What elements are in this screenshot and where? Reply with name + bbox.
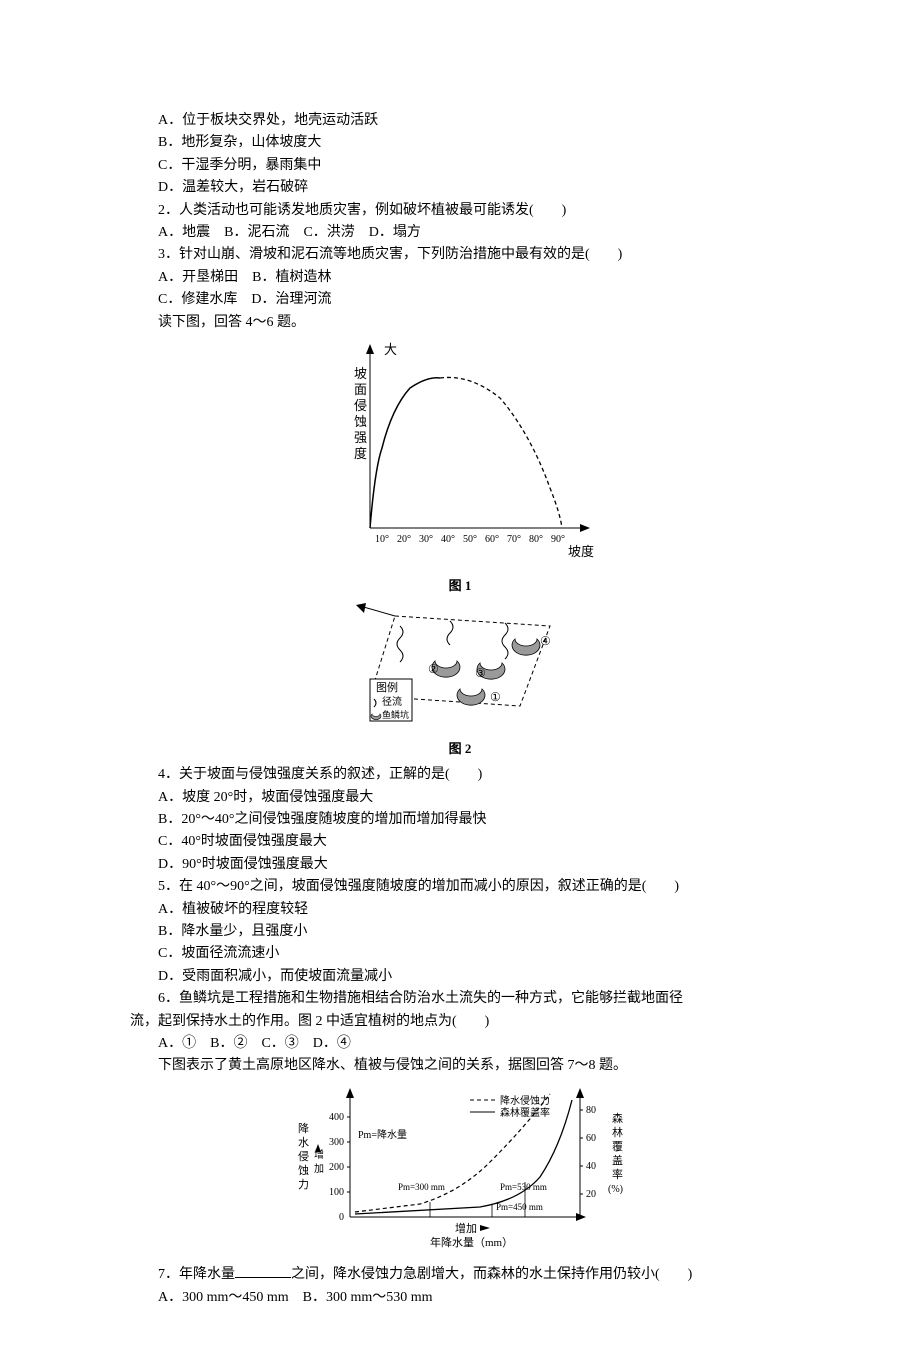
fig3-ylab-mid-2: 加	[314, 1163, 324, 1175]
fig3-ylab-4: 蚀	[298, 1163, 309, 1177]
fig1-xt-30: 30°	[419, 534, 433, 545]
q6-stem-2: 流，起到保持水土的作用。图 2 中适宜植树的地点为( )	[130, 1011, 790, 1033]
fig1-xt-50: 50°	[463, 534, 477, 545]
q3-stem: 3．针对山崩、滑坡和泥石流等地质灾害，下列防治措施中最有效的是( )	[130, 244, 790, 266]
fig2-label-2: ②	[428, 662, 439, 676]
q4-opt-c: C．40°时坡面侵蚀强度最大	[130, 831, 790, 853]
fig3-p530: Pm=530 mm	[500, 1182, 547, 1192]
fig2-label-1: ①	[490, 690, 501, 704]
fig1-ylabel-3: 侵	[354, 398, 367, 413]
fig1-ylabel-4: 蚀	[354, 414, 367, 429]
fig3-p450: Pm=450 mm	[496, 1202, 543, 1212]
intro-4-6: 读下图，回答 4～6 题。	[130, 312, 790, 334]
fig1-xt-80: 80°	[529, 534, 543, 545]
q5-opt-c: C．坡面径流流速小	[130, 943, 790, 965]
fig1-ytop: 大	[384, 342, 397, 357]
intro-7-8: 下图表示了黄土高原地区降水、植被与侵蚀之间的关系，据图回答 7～8 题。	[130, 1055, 790, 1077]
q6-options: A．① B．② C．③ D．④	[130, 1033, 790, 1055]
fig3-ylab-5: 力	[298, 1178, 309, 1191]
fig2-legend-runoff: 径流	[382, 695, 402, 708]
fig3-yl-100: 100	[329, 1187, 344, 1198]
fig2-legend-pit: 鱼鳞坑	[382, 709, 409, 720]
q5-opt-a: A．植被破坏的程度较轻	[130, 899, 790, 921]
fig3-ylab-1: 降	[298, 1121, 309, 1135]
fig1-xt-90: 90°	[551, 534, 565, 545]
q2-options: A．地震 B．泥石流 C．洪涝 D．塌方	[130, 222, 790, 244]
q5-opt-d: D．受雨面积减小，而使坡面流量减小	[130, 966, 790, 988]
fig1-ylabel-6: 度	[354, 446, 367, 461]
fig1-xt-10: 10°	[375, 534, 389, 545]
fig3-yr-80: 80	[586, 1105, 596, 1116]
fig1-ylabel-2: 面	[354, 382, 367, 397]
fig3-yr-60: 60	[586, 1133, 596, 1144]
fig3-ylab-3: 侵	[298, 1150, 309, 1163]
q1-opt-a: A．位于板块交界处，地壳运动活跃	[130, 110, 790, 132]
fig3-yr-20: 20	[586, 1189, 596, 1200]
fig3-yrlab-5: 率	[612, 1167, 623, 1181]
fig3-yrlab-6: (%)	[608, 1184, 623, 1195]
fig3-yr-40: 40	[586, 1161, 596, 1172]
fig3-yl-0: 0	[339, 1212, 344, 1223]
fig3-yrlab-4: 盖	[612, 1153, 623, 1167]
fig3-yl-400: 400	[329, 1112, 344, 1123]
fig3-xmid: 增加	[455, 1221, 477, 1235]
fig1-ylabel-1: 坡	[354, 366, 367, 381]
q1-opt-d: D．温差较大，岩石破碎	[130, 177, 790, 199]
fig2-label-3: ③	[475, 666, 486, 680]
q4-opt-b: B．20°～40°之间侵蚀强度随坡度的增加而增加得最快	[130, 809, 790, 831]
q4-stem: 4．关于坡面与侵蚀强度关系的叙述，正解的是( )	[130, 764, 790, 786]
q1-opt-c: C．干湿季分明，暴雨集中	[130, 155, 790, 177]
fig3-yrlab-2: 林	[612, 1125, 623, 1139]
fig1-xt-70: 70°	[507, 534, 521, 545]
fig3-yrlab-3: 覆	[612, 1140, 623, 1153]
fig1-caption: 图 1	[130, 576, 790, 597]
figure-1: 大 坡 面 侵 蚀 强 度 10° 20° 30° 40° 50° 60° 70…	[130, 338, 790, 597]
q5-opt-b: B．降水量少，且强度小	[130, 921, 790, 943]
q5-stem: 5．在 40°～90°之间，坡面侵蚀强度随坡度的增加而减小的原因，叙述正确的是(…	[130, 876, 790, 898]
q4-opt-d: D．90°时坡面侵蚀强度最大	[130, 854, 790, 876]
q7-options: A．300 mm～450 mm B．300 mm～530 mm	[130, 1287, 790, 1309]
fig3-legend-erosion: 降水侵蚀力	[500, 1094, 550, 1107]
fig3-yl-300: 300	[329, 1137, 344, 1148]
fig3-ylab-2: 水	[298, 1136, 309, 1149]
q3-opt-cd: C．修建水库 D．治理河流	[130, 289, 790, 311]
fig3-pm: Pm=降水量	[358, 1128, 407, 1141]
q7-stem-a: 7．年降水量	[158, 1267, 235, 1282]
q1-opt-b: B．地形复杂，山体坡度大	[130, 132, 790, 154]
figure-3: 0 100 200 300 400 20 40 60 80 降 水 侵 蚀 力 …	[130, 1082, 790, 1260]
fig1-xlabel: 坡度	[568, 544, 594, 559]
q4-opt-a: A．坡度 20°时，坡面侵蚀强度最大	[130, 787, 790, 809]
pit-icon	[432, 639, 540, 705]
fig3-xlabel: 年降水量（mm）	[430, 1235, 513, 1249]
fig1-ylabel-5: 强	[354, 430, 367, 445]
fig1-xt-20: 20°	[397, 534, 411, 545]
fig3-yrlab-1: 森	[612, 1111, 623, 1125]
fig2-label-4: ④	[540, 634, 551, 648]
q6-stem-1: 6．鱼鳞坑是工程措施和生物措施相结合防治水土流失的一种方式，它能够拦截地面径	[130, 988, 790, 1010]
fig2-legend-title: 图例	[376, 680, 398, 694]
fig1-xt-60: 60°	[485, 534, 499, 545]
fig3-p300: Pm=300 mm	[398, 1182, 445, 1192]
fig3-yl-200: 200	[329, 1162, 344, 1173]
q7-blank	[235, 1265, 291, 1279]
fig3-legend-forest: 森林覆盖率	[500, 1106, 550, 1119]
q2-stem: 2．人类活动也可能诱发地质灾害，例如破坏植被最可能诱发( )	[130, 200, 790, 222]
q3-opt-ab: A．开垦梯田 B．植树造林	[130, 267, 790, 289]
q7-stem: 7．年降水量 之间，降水侵蚀力急剧增大，而森林的水土保持作用仍较小( )	[130, 1264, 790, 1286]
figure-2: ① ② ③ ④ 图例 径流 鱼鳞坑 图 2	[130, 601, 790, 760]
q7-stem-b: 之间，降水侵蚀力急剧增大，而森林的水土保持作用仍较小( )	[291, 1267, 692, 1282]
fig1-xt-40: 40°	[441, 534, 455, 545]
fig2-caption: 图 2	[130, 739, 790, 760]
